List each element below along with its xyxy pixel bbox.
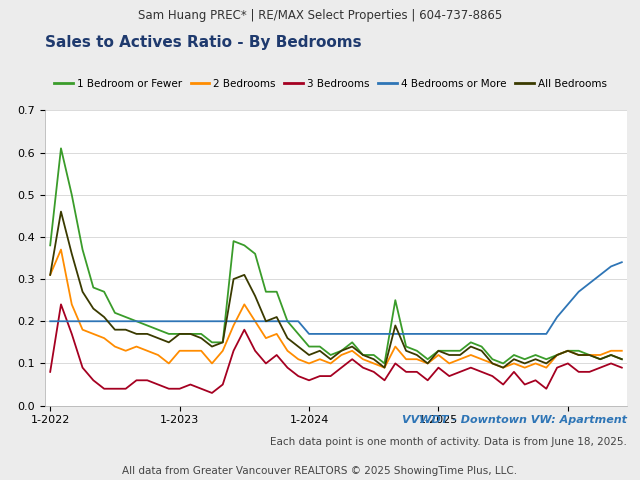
Text: Each data point is one month of activity. Data is from June 18, 2025.: Each data point is one month of activity… — [270, 437, 627, 447]
Legend: 1 Bedroom or Fewer, 2 Bedrooms, 3 Bedrooms, 4 Bedrooms or More, All Bedrooms: 1 Bedroom or Fewer, 2 Bedrooms, 3 Bedroo… — [50, 75, 611, 93]
Text: Sam Huang PREC* | RE/MAX Select Properties | 604-737-8865: Sam Huang PREC* | RE/MAX Select Properti… — [138, 9, 502, 22]
Text: Sales to Actives Ratio - By Bedrooms: Sales to Actives Ratio - By Bedrooms — [45, 36, 362, 50]
Text: VVWDT - Downtown VW: Apartment: VVWDT - Downtown VW: Apartment — [402, 415, 627, 425]
Text: All data from Greater Vancouver REALTORS © 2025 ShowingTime Plus, LLC.: All data from Greater Vancouver REALTORS… — [122, 466, 518, 476]
